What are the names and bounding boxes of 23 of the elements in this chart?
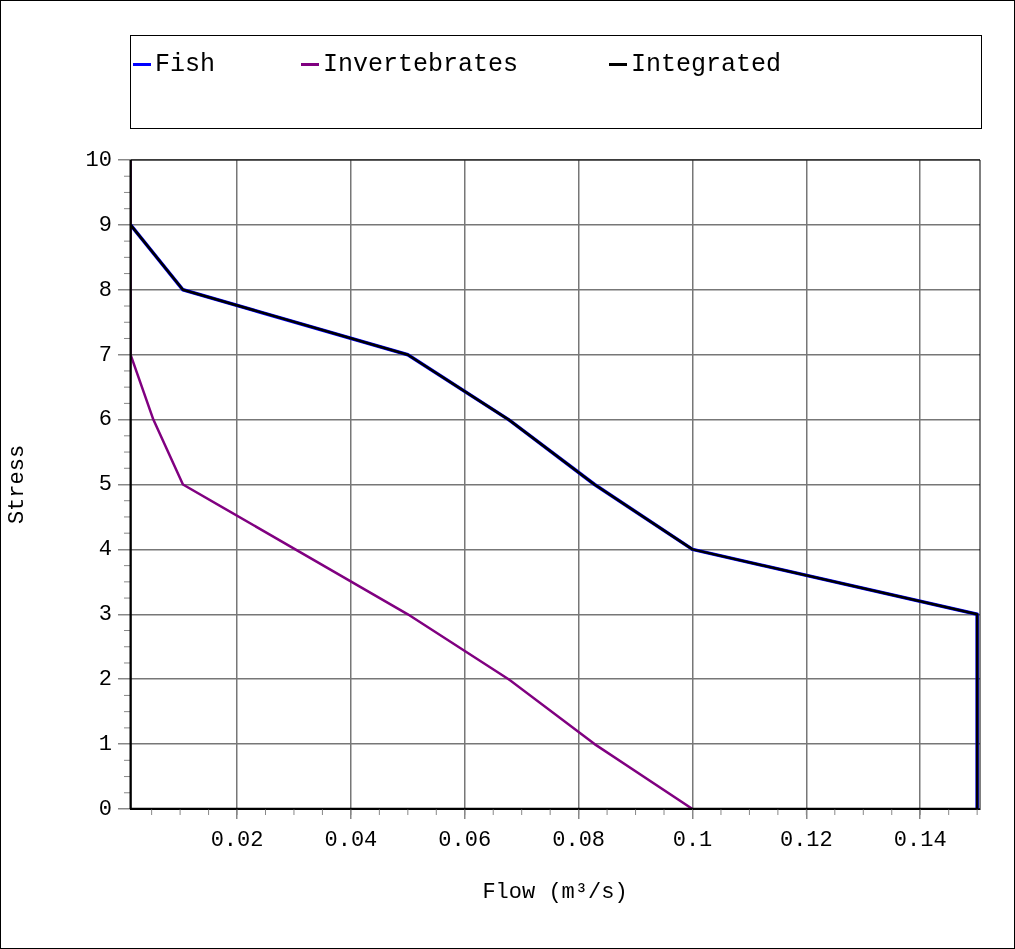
y-tick-label: 9	[98, 212, 112, 238]
legend-label: Fish	[154, 50, 216, 79]
y-tick-label: 10	[85, 147, 112, 173]
x-tick-label: 0.02	[210, 828, 264, 854]
y-tick-label: 7	[98, 342, 112, 368]
y-tick-label: 4	[98, 537, 112, 563]
legend-label: Invertebrates	[322, 50, 519, 79]
x-tick-label: 0.06	[438, 828, 492, 854]
x-tick-label: 0.04	[324, 828, 378, 854]
x-tick-label: 0.14	[893, 828, 947, 854]
y-tick-label: 8	[98, 277, 112, 303]
x-axis-title: Flow (m³/s)	[482, 879, 628, 905]
legend-label: Integrated	[630, 50, 782, 79]
y-tick-label: 3	[98, 602, 112, 628]
y-tick-label: 0	[98, 796, 112, 822]
x-tick-label: 0.12	[779, 828, 833, 854]
y-tick-label: 2	[98, 667, 112, 693]
x-tick-label: 0.1	[672, 828, 713, 854]
y-tick-label: 6	[98, 407, 112, 433]
x-tick-label: 0.08	[552, 828, 606, 854]
y-tick-label: 5	[98, 472, 112, 498]
y-axis-title: Stress	[5, 444, 31, 525]
y-tick-label: 1	[98, 731, 112, 757]
